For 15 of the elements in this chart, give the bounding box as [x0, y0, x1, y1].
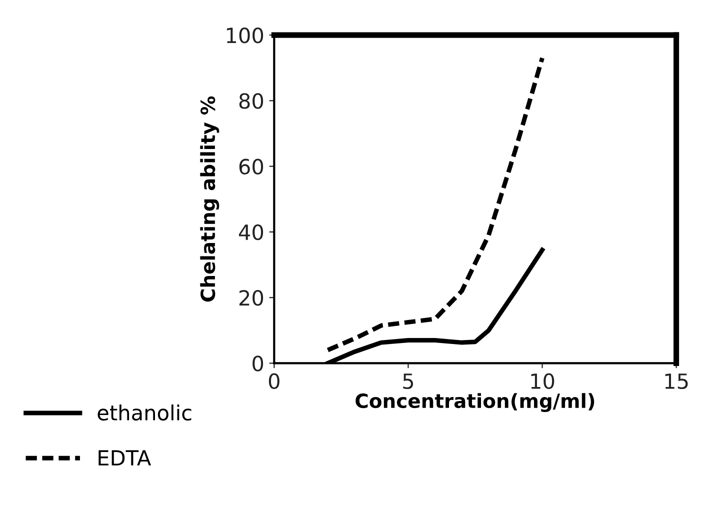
legend-label: ethanolic [98, 404, 192, 421]
x-tick-label: 5 [403, 374, 414, 390]
x-axis-title: Concentration(mg/ml) [356, 393, 594, 412]
y-tick-label: 80 [239, 93, 264, 109]
x-tick-label: 15 [665, 374, 688, 390]
y-tick-label: 20 [239, 290, 264, 306]
y-tick-label: 0 [252, 356, 264, 372]
x-tick-label: 10 [531, 373, 554, 390]
y-tick-label: 100 [226, 28, 264, 44]
legend-label: EDTA [98, 450, 152, 466]
y-tick-label: 60 [239, 158, 264, 175]
y-tick-label: 40 [238, 224, 264, 240]
x-tick-label: 0 [268, 373, 280, 390]
y-axis-title: Chelating ability % [200, 96, 220, 302]
line-series [326, 56, 544, 352]
